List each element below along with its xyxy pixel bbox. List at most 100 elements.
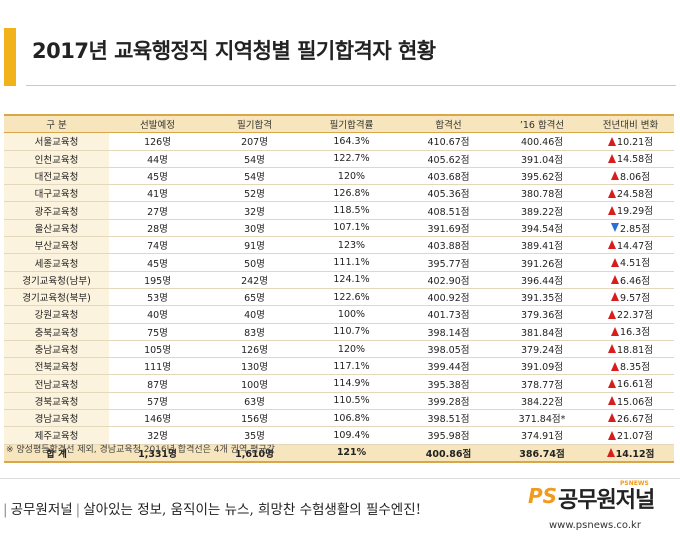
change-value: 2.85점 xyxy=(620,223,650,235)
cell-rate: 118.5% xyxy=(303,201,400,220)
arrow-up-icon xyxy=(611,257,620,267)
total-change: 14.12점 xyxy=(587,443,674,463)
table-row: 충북교육청 75명 83명 110.7% 398.14점 381.84점 16.3점 xyxy=(4,323,674,341)
cell-change: 9.57점 xyxy=(587,288,674,307)
cell-region: 서울교육청 xyxy=(4,132,109,151)
cell-rate: 120% xyxy=(303,340,400,359)
arrow-up-icon xyxy=(611,326,620,336)
cell-pass: 30명 xyxy=(206,219,303,238)
header-plan: 선발예정 xyxy=(109,114,206,134)
cell-pass: 40명 xyxy=(206,305,303,324)
cell-prev-cutoff: 391.35점 xyxy=(497,288,587,307)
cell-region: 경기교육청(남부) xyxy=(4,271,109,289)
cell-region: 세종교육청 xyxy=(4,253,109,272)
cell-prev-cutoff: 379.24점 xyxy=(497,340,587,359)
cell-rate: 124.1% xyxy=(303,271,400,289)
cell-prev-cutoff: 400.46점 xyxy=(497,132,587,151)
change-value: 21.07점 xyxy=(617,431,653,443)
table-row: 경기교육청(남부) 195명 242명 124.1% 402.90점 396.44점 6.4… xyxy=(4,271,674,289)
arrow-down-icon xyxy=(611,223,620,233)
header-change: 전년대비 변화 xyxy=(587,114,674,134)
table-row: 강원교육청 40명 40명 100% 401.73점 379.36점 22.37점 xyxy=(4,305,674,324)
cell-cutoff: 398.05점 xyxy=(400,340,497,359)
arrow-up-icon xyxy=(611,361,620,371)
cell-plan: 87명 xyxy=(109,374,206,393)
cell-change: 24.58점 xyxy=(587,184,674,203)
change-value: 14.58점 xyxy=(617,154,653,166)
total-rate: 121% xyxy=(303,443,400,463)
cell-change: 4.51점 xyxy=(587,253,674,272)
cell-change: 22.37점 xyxy=(587,305,674,324)
table-row: 충남교육청 105명 126명 120% 398.05점 379.24점 18.81점 xyxy=(4,340,674,359)
footer-brand: 공무원저널 xyxy=(10,502,73,518)
total-change-value: 14.12점 xyxy=(615,448,655,460)
cell-rate: 109.4% xyxy=(303,426,400,445)
cell-prev-cutoff: 389.41점 xyxy=(497,236,587,255)
header-pass: 필기합격 xyxy=(206,114,303,134)
cell-change: 2.85점 xyxy=(587,219,674,238)
table-row: 경기교육청(북부) 53명 65명 122.6% 400.92점 391.35점 9.57점 xyxy=(4,288,674,307)
cell-change: 19.29점 xyxy=(587,201,674,220)
cell-change: 8.06점 xyxy=(587,167,674,186)
cell-change: 16.61점 xyxy=(587,374,674,393)
cell-rate: 100% xyxy=(303,305,400,324)
cell-pass: 65명 xyxy=(206,288,303,307)
cell-region: 대전교육청 xyxy=(4,167,109,186)
cell-region: 제주교육청 xyxy=(4,426,109,445)
change-value: 18.81점 xyxy=(617,344,653,356)
cell-cutoff: 402.90점 xyxy=(400,271,497,289)
logo-name: 공무원저널 xyxy=(558,488,655,513)
page-title: 2017년 교육행정직 지역청별 필기합격자 현황 xyxy=(32,39,436,63)
cell-region: 경기교육청(북부) xyxy=(4,288,109,307)
arrow-up-icon xyxy=(611,292,620,302)
cell-prev-cutoff: 374.91점 xyxy=(497,426,587,445)
cell-cutoff: 401.73점 xyxy=(400,305,497,324)
change-value: 15.06점 xyxy=(617,396,653,408)
cell-region: 울산교육청 xyxy=(4,219,109,238)
cell-cutoff: 410.67점 xyxy=(400,132,497,151)
cell-prev-cutoff: 381.84점 xyxy=(497,323,587,341)
cell-cutoff: 405.36점 xyxy=(400,184,497,203)
cell-region: 충남교육청 xyxy=(4,340,109,359)
table-row: 제주교육청 32명 35명 109.4% 395.98점 374.91점 21.07점 xyxy=(4,426,674,445)
cell-cutoff: 400.92점 xyxy=(400,288,497,307)
psnews-logo: PS 공무원저널 PSNEWS xyxy=(528,480,678,522)
cell-cutoff: 408.51점 xyxy=(400,201,497,220)
cell-cutoff: 399.44점 xyxy=(400,357,497,376)
cell-plan: 195명 xyxy=(109,271,206,289)
cell-region: 광주교육청 xyxy=(4,201,109,220)
cell-prev-cutoff: 394.54점 xyxy=(497,219,587,238)
arrow-up-icon xyxy=(608,309,617,319)
cell-pass: 50명 xyxy=(206,253,303,272)
cell-pass: 52명 xyxy=(206,184,303,203)
logo-ps-mark: PS xyxy=(528,484,558,508)
arrow-up-icon xyxy=(608,136,617,146)
total-plan: 1,331명 xyxy=(109,443,206,463)
total-prev-cutoff: 386.74점 xyxy=(497,443,587,463)
table-total-row: 합 계 1,331명 1,610명 121% 400.86점 386.74점 1… xyxy=(4,443,674,463)
change-value: 16.61점 xyxy=(617,379,653,391)
cell-pass: 100명 xyxy=(206,374,303,393)
cell-cutoff: 403.68점 xyxy=(400,167,497,186)
results-table: 구 분 선발예정 필기합격 필기합격률 합격선 ’16 합격선 전년대비 변화 … xyxy=(4,114,674,463)
cell-pass: 32명 xyxy=(206,201,303,220)
change-value: 8.35점 xyxy=(620,362,650,374)
table-row: 경남교육청 146명 156명 106.8% 398.51점 371.84점* 26.67점 xyxy=(4,409,674,428)
footnote: ※ 양성평등합격선 제외, 경남교육청 2016년 합격선은 4개 권역 평균값 xyxy=(6,445,275,455)
cell-change: 15.06점 xyxy=(587,392,674,411)
cell-region: 강원교육청 xyxy=(4,305,109,324)
cell-cutoff: 403.88점 xyxy=(400,236,497,255)
table-row: 전북교육청 111명 130명 117.1% 399.44점 391.09점 8.35점 xyxy=(4,357,674,376)
cell-region: 대구교육청 xyxy=(4,184,109,203)
change-value: 4.51점 xyxy=(620,258,650,270)
change-value: 14.47점 xyxy=(617,240,653,252)
cell-pass: 207명 xyxy=(206,132,303,151)
cell-prev-cutoff: 391.26점 xyxy=(497,253,587,272)
table-row: 세종교육청 45명 50명 111.1% 395.77점 391.26점 4.51점 xyxy=(4,253,674,272)
cell-change: 6.46점 xyxy=(587,271,674,289)
cell-rate: 126.8% xyxy=(303,184,400,203)
cell-plan: 111명 xyxy=(109,357,206,376)
change-value: 8.06점 xyxy=(620,171,650,183)
cell-pass: 54명 xyxy=(206,150,303,168)
cell-rate: 106.8% xyxy=(303,409,400,428)
